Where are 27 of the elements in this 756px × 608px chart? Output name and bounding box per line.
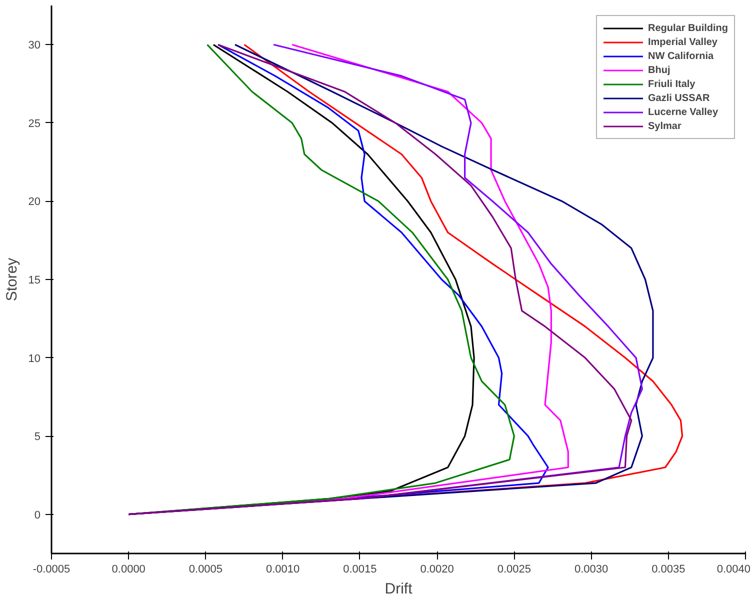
x-tick-label: 0.0030: [574, 564, 608, 576]
y-tick-label: 10: [28, 352, 41, 365]
x-tick-label: 0.0015: [343, 564, 377, 576]
x-tick-label: 0.0040: [716, 564, 751, 576]
x-tick-label: 0.0020: [420, 564, 454, 576]
legend-label: Gazli USSAR: [648, 92, 710, 104]
x-tick-label: 0.0005: [188, 564, 223, 576]
legend-label: NW California: [648, 50, 714, 62]
legend-label: Regular Building: [648, 22, 728, 34]
y-tick-label: 25: [28, 118, 41, 130]
x-tick-label: 0.0010: [266, 564, 300, 576]
x-tick-label: 0.0025: [497, 564, 531, 576]
y-axis-title: Storey: [3, 257, 20, 302]
y-tick-label: 20: [28, 196, 41, 208]
legend-label: Imperial Valley: [648, 36, 718, 48]
x-tick-label: 0.0035: [652, 564, 686, 576]
legend-label: Sylmar: [648, 120, 682, 132]
x-axis-title: Drift: [384, 580, 414, 598]
legend-label: Lucerne Valley: [648, 106, 718, 118]
x-tick-label: 0.0000: [112, 564, 146, 576]
legend-label: Bhuj: [648, 64, 670, 76]
y-tick-label: 0: [34, 509, 41, 522]
y-tick-label: 5: [34, 431, 41, 444]
y-tick-label: 30: [28, 40, 41, 52]
x-tick-label: -0.0005: [32, 564, 70, 576]
y-tick-label: 15: [28, 274, 41, 286]
legend-label: Friuli Italy: [648, 78, 696, 90]
